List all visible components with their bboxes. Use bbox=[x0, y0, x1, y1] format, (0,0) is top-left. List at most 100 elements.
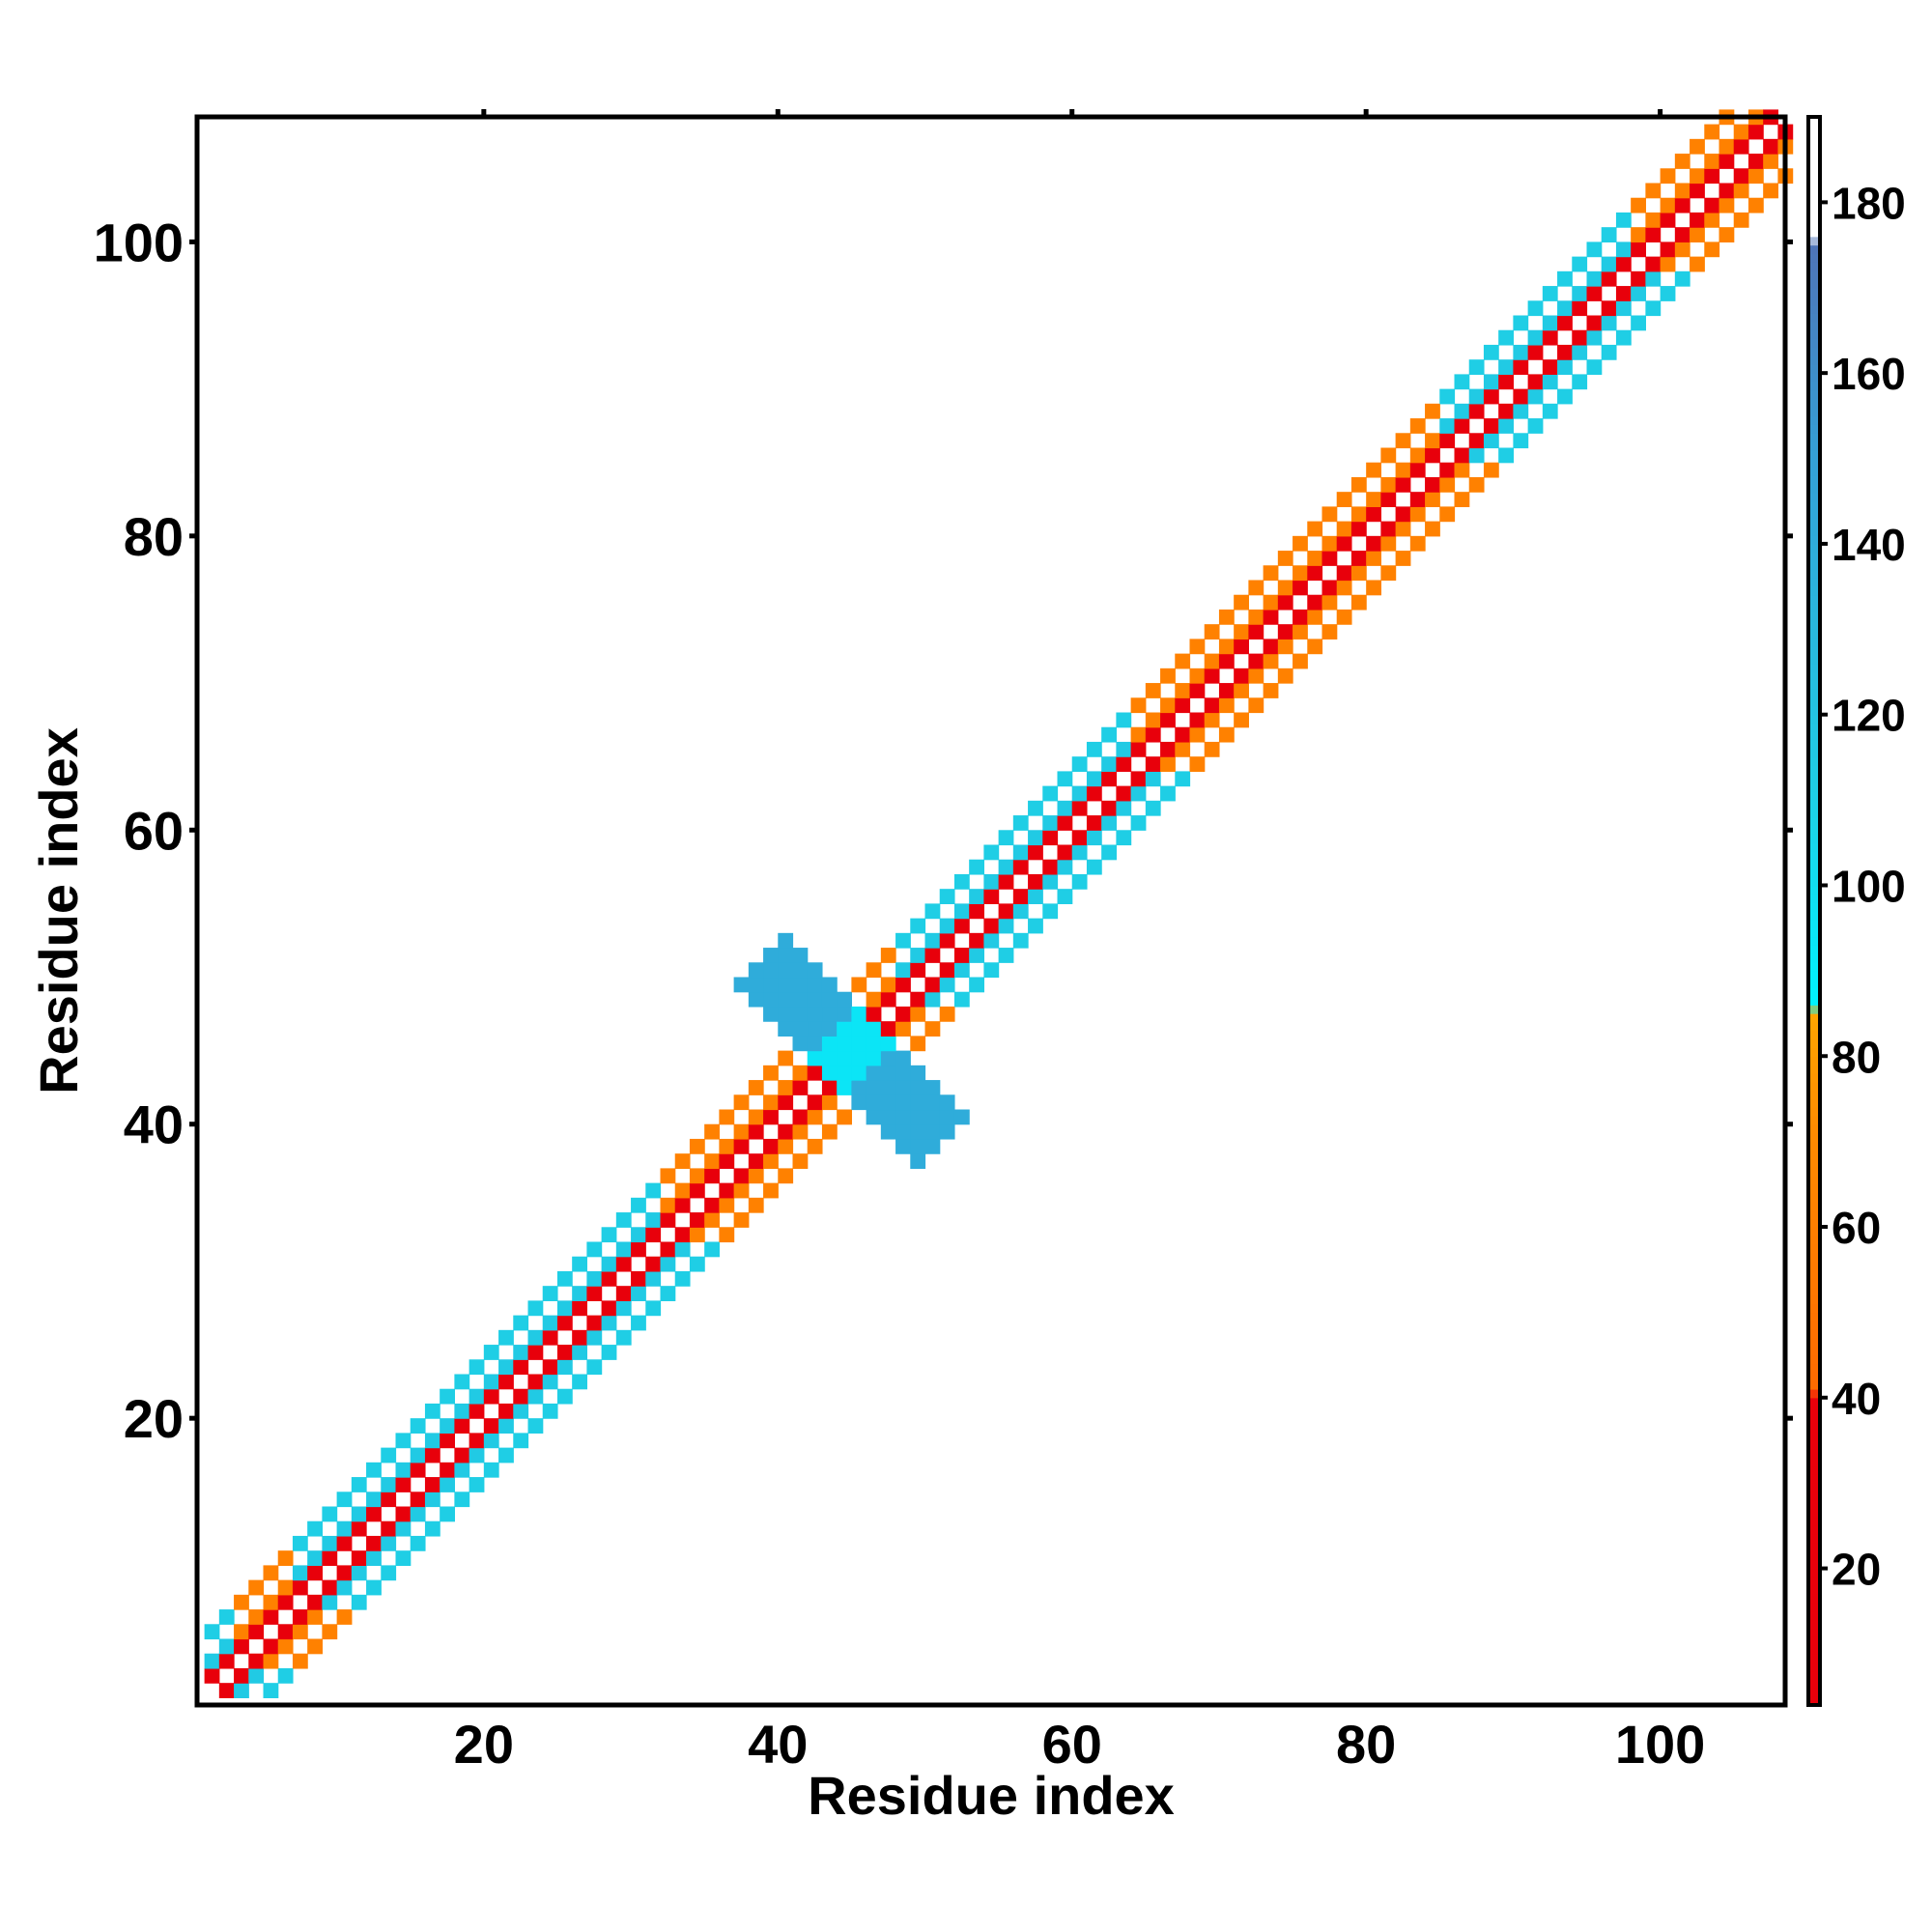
heatmap-cell bbox=[733, 1212, 750, 1228]
heatmap-cell bbox=[292, 1535, 308, 1551]
heatmap-cell bbox=[1557, 359, 1573, 375]
heatmap-cell bbox=[381, 1492, 397, 1508]
colorbar-segment bbox=[1808, 671, 1820, 681]
colorbar-segment bbox=[1808, 1294, 1820, 1305]
heatmap-cell bbox=[631, 1241, 646, 1258]
heatmap-cell bbox=[763, 948, 779, 963]
heatmap-cell bbox=[631, 1197, 646, 1213]
colorbar-segment bbox=[1808, 322, 1820, 331]
heatmap-cell bbox=[998, 859, 1014, 875]
colorbar-segment bbox=[1808, 1192, 1820, 1203]
colorbar-segment bbox=[1808, 1072, 1820, 1083]
heatmap-cell bbox=[704, 1153, 720, 1169]
heatmap-cell bbox=[895, 962, 911, 979]
colorbar-segment bbox=[1808, 552, 1820, 562]
heatmap-cell bbox=[424, 1433, 440, 1449]
colorbar-segment bbox=[1808, 851, 1820, 861]
heatmap-cell bbox=[748, 991, 764, 1008]
heatmap-cell bbox=[498, 1418, 514, 1434]
heatmap-cell bbox=[866, 1109, 882, 1125]
colorbar-segment bbox=[1808, 398, 1820, 409]
heatmap-cell bbox=[910, 1109, 926, 1125]
heatmap-cell bbox=[395, 1462, 412, 1478]
heatmap-cell bbox=[778, 948, 794, 963]
heatmap-cell bbox=[924, 1123, 941, 1140]
heatmap-cell bbox=[778, 1138, 794, 1154]
heatmap-cell bbox=[1101, 771, 1117, 787]
heatmap-cell bbox=[1439, 433, 1456, 449]
heatmap-cell bbox=[1350, 565, 1367, 582]
heatmap-cell bbox=[586, 1359, 603, 1376]
heatmap-cell bbox=[924, 1138, 941, 1154]
heatmap-cell bbox=[1454, 374, 1470, 390]
y-tick-label: 100 bbox=[94, 212, 184, 272]
heatmap-cell bbox=[395, 1477, 412, 1492]
heatmap-cell bbox=[1366, 551, 1381, 566]
heatmap-cell bbox=[1218, 726, 1235, 743]
colorbar-segment bbox=[1808, 1047, 1820, 1057]
heatmap-cell bbox=[307, 1520, 323, 1537]
colorbar-segment bbox=[1808, 1465, 1820, 1475]
heatmap-cell bbox=[792, 1123, 809, 1140]
heatmap-cell bbox=[1057, 844, 1073, 861]
heatmap-cell bbox=[307, 1638, 323, 1655]
heatmap-cell bbox=[483, 1418, 499, 1434]
heatmap-cell bbox=[1733, 138, 1749, 155]
heatmap-cell bbox=[322, 1579, 338, 1596]
heatmap-cell bbox=[1042, 873, 1059, 890]
heatmap-cell bbox=[248, 1653, 265, 1669]
heatmap-cell bbox=[1395, 462, 1411, 478]
heatmap-cell bbox=[1350, 521, 1367, 537]
heatmap-cell bbox=[998, 830, 1014, 846]
heatmap-cell bbox=[248, 1609, 265, 1625]
heatmap-cell bbox=[1439, 418, 1456, 434]
heatmap-cell bbox=[410, 1506, 426, 1522]
heatmap-cell bbox=[351, 1550, 367, 1566]
heatmap-cell bbox=[1733, 124, 1749, 140]
x-axis: 20 40 60 80 100 bbox=[454, 109, 1705, 1775]
colorbar-segment bbox=[1808, 458, 1820, 468]
heatmap-cell bbox=[556, 1315, 573, 1331]
y-tick-label: 20 bbox=[124, 1388, 184, 1449]
colorbar-segment bbox=[1808, 1065, 1820, 1074]
heatmap-cell bbox=[660, 1197, 676, 1213]
heatmap-cell bbox=[953, 1109, 970, 1125]
heatmap-cell bbox=[277, 1579, 294, 1596]
heatmap-cell bbox=[1234, 639, 1249, 655]
heatmap-cell bbox=[572, 1300, 587, 1317]
heatmap-cell bbox=[792, 1065, 809, 1081]
heatmap-cell bbox=[572, 1256, 587, 1272]
heatmap-cell bbox=[778, 1050, 794, 1066]
heatmap-cell bbox=[953, 918, 970, 934]
heatmap-cell bbox=[351, 1477, 367, 1492]
heatmap-cell bbox=[1116, 830, 1132, 846]
colorbar-segment bbox=[1808, 1337, 1820, 1348]
heatmap-cell bbox=[1307, 521, 1323, 537]
heatmap-cell bbox=[1380, 447, 1397, 464]
heatmap-cell bbox=[1145, 756, 1161, 772]
heatmap-cell bbox=[1189, 756, 1206, 772]
colorbar-segment bbox=[1808, 1679, 1820, 1689]
heatmap-cell bbox=[763, 1109, 779, 1125]
heatmap-cell bbox=[410, 1492, 426, 1508]
heatmap-cell bbox=[880, 1123, 896, 1140]
heatmap-cell bbox=[1248, 580, 1264, 596]
heatmap-cell bbox=[381, 1477, 397, 1492]
heatmap-cell bbox=[1130, 815, 1147, 831]
colorbar-segment bbox=[1808, 1696, 1820, 1706]
colorbar-segment bbox=[1808, 774, 1820, 784]
heatmap-cell bbox=[1234, 594, 1249, 611]
heatmap-cell bbox=[204, 1624, 220, 1640]
heatmap-cell bbox=[1542, 329, 1558, 346]
colorbar-segment bbox=[1808, 176, 1820, 186]
heatmap-cell bbox=[307, 1550, 323, 1566]
heatmap-cell bbox=[1293, 535, 1308, 552]
heatmap-cell bbox=[807, 962, 823, 979]
heatmap-cell bbox=[1321, 594, 1338, 611]
heatmap-cell bbox=[1130, 697, 1147, 714]
heatmap-cell bbox=[218, 1609, 235, 1625]
heatmap-cell bbox=[615, 1241, 632, 1258]
heatmap-cell bbox=[1366, 462, 1381, 478]
heatmap-cell bbox=[998, 918, 1014, 934]
heatmap-cell bbox=[645, 1256, 662, 1272]
